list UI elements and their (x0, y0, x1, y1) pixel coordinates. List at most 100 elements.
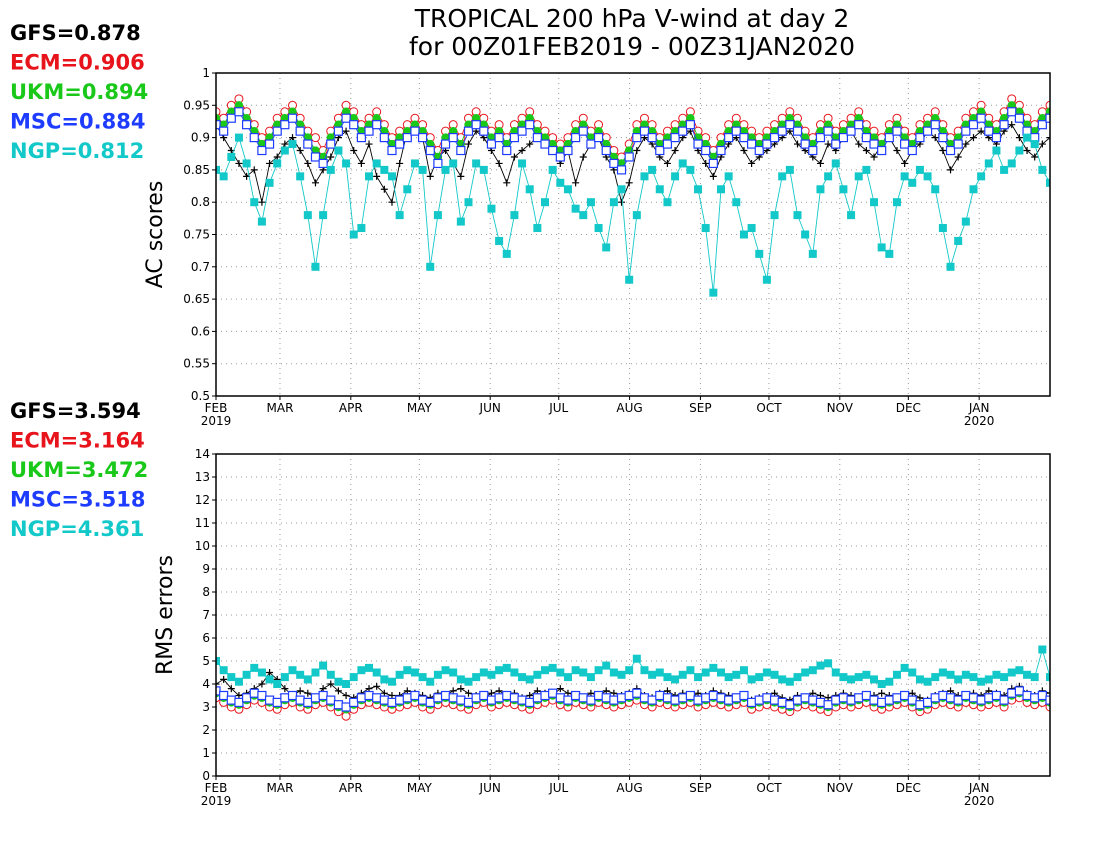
data-point-gfs (1008, 121, 1016, 129)
x-tick-label: APR (339, 401, 363, 415)
y-tick-label: 1 (202, 746, 210, 760)
data-point-gfs (954, 153, 962, 161)
data-point-ngp (579, 211, 588, 220)
data-point-msc (907, 695, 917, 705)
data-point-ngp (571, 204, 580, 213)
data-point-gfs (289, 134, 297, 142)
data-point-gfs (266, 159, 274, 167)
data-point-ngp (586, 198, 595, 207)
data-point-msc (349, 120, 359, 130)
data-point-ngp (969, 673, 978, 682)
data-point-ngp (525, 675, 534, 684)
data-point-msc (670, 133, 680, 143)
data-point-msc (417, 133, 428, 143)
data-point-gfs (426, 172, 434, 180)
data-point-gfs (572, 179, 580, 187)
data-point-ngp (831, 159, 840, 168)
data-point-ngp (433, 670, 442, 679)
data-point-ngp (571, 666, 580, 675)
data-point-ngp (280, 673, 289, 682)
data-point-msc (502, 145, 512, 156)
data-point-msc (838, 133, 849, 143)
data-point-gfs (618, 198, 626, 206)
ac-scores-panel: 0.50.550.60.650.70.750.80.850.90.951FEB2… (10, 21, 1051, 428)
data-point-msc (356, 693, 366, 703)
data-point-msc (219, 690, 229, 701)
data-point-msc (999, 120, 1009, 130)
data-point-gfs (947, 166, 955, 174)
data-point-ngp (441, 165, 450, 174)
data-point-gfs (1031, 153, 1039, 161)
data-point-msc (333, 126, 344, 136)
data-point-msc (854, 120, 864, 130)
data-point-ngp (349, 230, 358, 239)
data-point-ngp (586, 673, 595, 682)
data-point-gfs (740, 147, 748, 155)
x-tick-label: JAN (968, 401, 990, 415)
data-point-gfs (977, 127, 985, 135)
data-point-ngp (908, 178, 917, 187)
data-point-msc (984, 126, 994, 136)
y-tick-label: 0.9 (191, 131, 210, 145)
data-point-msc (586, 695, 596, 705)
data-point-gfs (235, 159, 243, 167)
data-point-gfs (579, 153, 587, 161)
data-point-ngp (915, 675, 924, 684)
data-point-gfs (816, 159, 824, 167)
data-point-ngp (992, 670, 1001, 679)
data-point-ngp (747, 224, 756, 233)
data-point-ngp (824, 659, 833, 668)
data-point-msc (601, 145, 611, 156)
data-point-msc (746, 697, 757, 708)
data-point-msc (502, 690, 512, 701)
data-point-msc (815, 697, 826, 708)
data-point-ecm (216, 107, 221, 117)
data-point-ngp (602, 661, 611, 670)
data-point-ngp (227, 673, 236, 682)
data-point-msc (877, 697, 887, 708)
data-point-msc (815, 133, 826, 143)
data-point-ngp (785, 165, 794, 174)
data-point-ngp (510, 668, 519, 677)
y-tick-label: 0.7 (191, 260, 210, 274)
data-point-ngp (349, 673, 358, 682)
data-point-msc (463, 126, 474, 136)
series-msc (216, 686, 1050, 712)
series-msc (216, 107, 1050, 175)
data-point-ngp (640, 666, 649, 675)
x-tick-label: SEP (689, 781, 711, 795)
data-point-msc (395, 695, 405, 705)
data-point-msc (471, 120, 481, 130)
data-point-ngp (403, 185, 412, 194)
data-point-ngp (1007, 668, 1016, 677)
data-point-msc (387, 697, 397, 708)
data-point-ngp (931, 185, 940, 194)
data-point-ngp (778, 675, 787, 684)
data-point-msc (249, 133, 259, 143)
data-point-ngp (250, 198, 259, 207)
x-tick-label: OCT (756, 401, 782, 415)
plot-area (216, 645, 1050, 721)
data-point-ngp (303, 675, 312, 684)
data-point-ngp (479, 165, 488, 174)
data-point-ngp (686, 165, 695, 174)
y-tick-label: 6 (202, 631, 210, 645)
data-point-msc (785, 700, 795, 710)
data-point-msc (341, 113, 351, 123)
data-point-msc (242, 120, 252, 130)
data-point-msc (310, 152, 321, 162)
data-point-msc (295, 695, 305, 705)
data-point-ngp (625, 666, 634, 675)
data-point-msc (976, 695, 986, 705)
data-point-msc (838, 693, 849, 703)
data-point-msc (938, 133, 948, 143)
y-tick-label: 0.95 (183, 98, 210, 112)
data-point-ngp (387, 172, 396, 181)
data-point-ngp (472, 673, 481, 682)
data-point-ngp (877, 680, 886, 688)
data-point-msc (1037, 120, 1047, 130)
data-point-ngp (655, 668, 664, 677)
data-point-gfs (357, 159, 365, 167)
data-point-msc (242, 693, 252, 703)
legend-entry-ecm: ECM=3.164 (10, 429, 145, 453)
